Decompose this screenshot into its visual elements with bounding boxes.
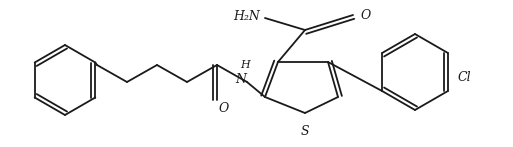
Text: H: H [240,60,250,70]
Text: Cl: Cl [458,71,471,83]
Text: N: N [235,72,247,86]
Text: H₂N: H₂N [233,10,260,22]
Text: S: S [301,125,309,138]
Text: O: O [361,9,371,21]
Text: O: O [219,101,229,115]
